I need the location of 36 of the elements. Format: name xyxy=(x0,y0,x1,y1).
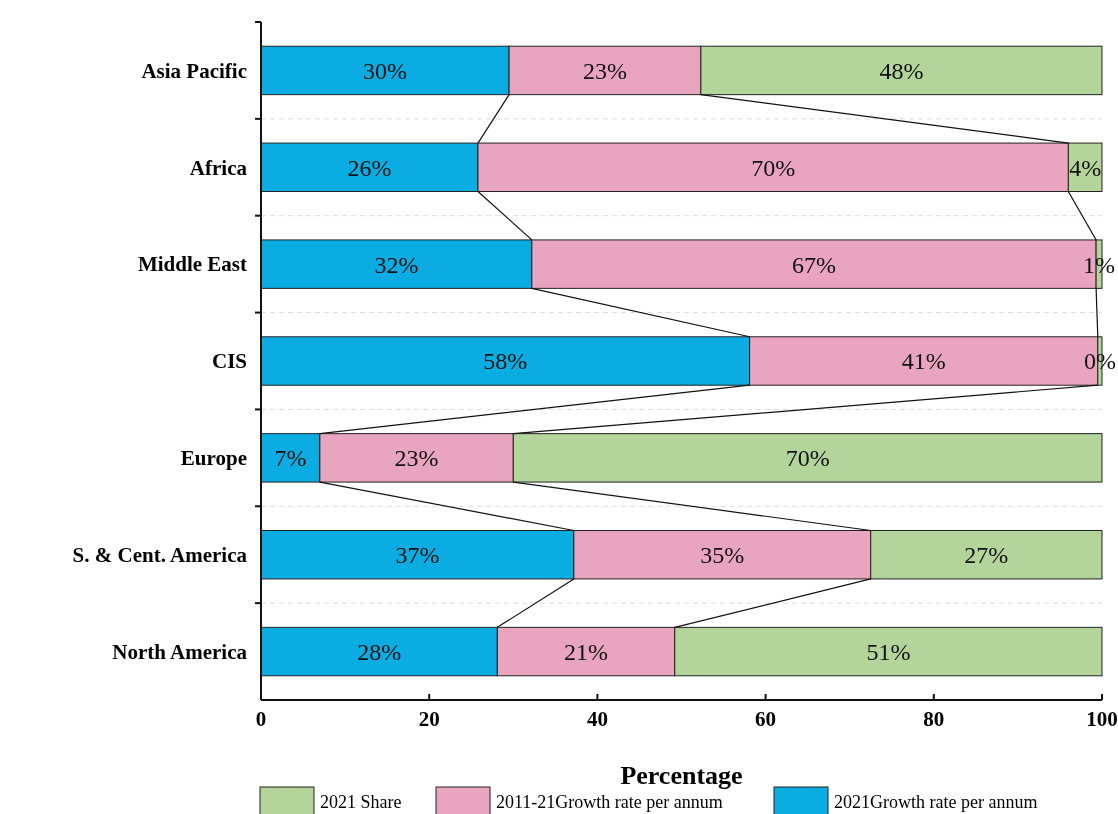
data-label: 32% xyxy=(374,251,419,278)
data-label: 70% xyxy=(751,154,796,181)
x-tick-label: 0 xyxy=(255,707,267,731)
x-tick-label: 80 xyxy=(923,707,945,731)
data-label: 23% xyxy=(582,57,627,84)
data-label: 7% xyxy=(274,445,307,472)
x-tick-label: 60 xyxy=(755,707,777,731)
legend-label: 2021 Share xyxy=(320,792,402,813)
x-tick-label: 40 xyxy=(586,707,608,731)
data-label: 26% xyxy=(347,154,392,181)
y-tick-label: Asia Pacific xyxy=(141,58,247,83)
data-label: 27% xyxy=(964,542,1009,569)
data-label: 4% xyxy=(1069,154,1102,181)
x-tick-label: 100 xyxy=(1086,707,1118,731)
y-tick-label: Middle East xyxy=(137,252,247,277)
x-tick-label: 20 xyxy=(418,707,440,731)
y-tick-label: Africa xyxy=(189,155,248,180)
y-tick-label: North America xyxy=(112,639,248,664)
data-label: 30% xyxy=(363,57,408,84)
data-label: 35% xyxy=(700,542,745,569)
data-label: 21% xyxy=(564,638,609,665)
data-label: 41% xyxy=(901,348,946,375)
data-label: 28% xyxy=(357,638,402,665)
data-label: 70% xyxy=(785,445,830,472)
data-label: 51% xyxy=(866,638,911,665)
data-label: 58% xyxy=(483,348,528,375)
data-label: 67% xyxy=(791,251,836,278)
y-tick-label: CIS xyxy=(211,349,247,374)
legend-label: 2021Growth rate per annum xyxy=(834,792,1038,813)
legend-label: 2011-21Growth rate per annum xyxy=(496,792,723,813)
data-label: 37% xyxy=(395,542,440,569)
y-tick-label: S. & Cent. America xyxy=(72,543,248,568)
data-label: 23% xyxy=(394,445,439,472)
data-label: 48% xyxy=(879,57,924,84)
y-tick-label: Europe xyxy=(180,446,247,471)
x-axis-title: Percentage xyxy=(620,761,743,790)
